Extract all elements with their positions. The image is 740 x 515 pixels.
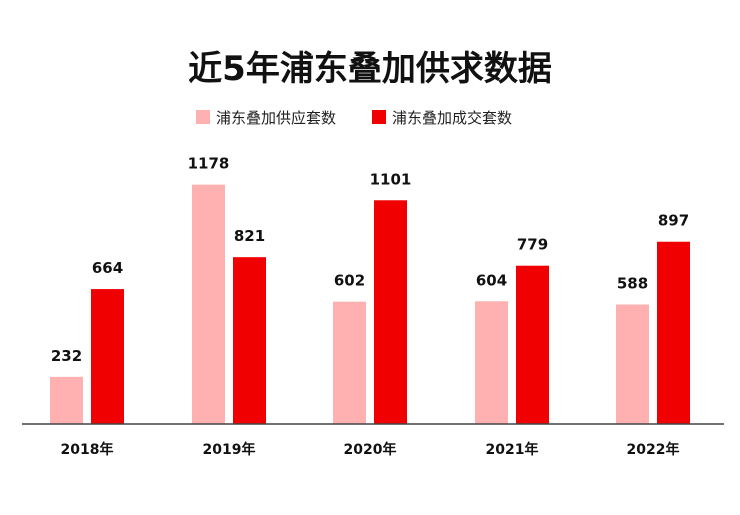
bar-deals-2018年 [91,289,124,424]
bar-deals-2021年 [516,265,549,424]
bar-supply-2022年 [616,304,649,424]
x-tick-label-2022年: 2022年 [627,441,680,458]
bar-supply-2019年 [192,184,225,424]
x-tick-label-2020年: 2020年 [344,441,397,458]
value-label-deals-2018年: 664 [92,259,123,277]
legend: 浦东叠加供应套数 浦东叠加成交套数 [196,109,512,127]
bar-deals-2022年 [657,241,690,424]
x-tick-label-2018年: 2018年 [61,441,114,458]
legend-label-deals: 浦东叠加成交套数 [392,109,512,127]
legend-label-supply: 浦东叠加供应套数 [216,109,336,127]
bar-deals-2020年 [374,200,407,424]
value-label-supply-2019年: 1178 [188,155,230,173]
x-tick-labels: 2018年 2019年 2020年 2021年 2022年 [61,441,680,458]
chart-title: 近5年浦东叠加供求数据 [188,49,552,89]
value-label-deals-2020年: 1101 [370,170,412,188]
bars [50,184,690,424]
value-label-deals-2021年: 779 [517,236,548,254]
bar-supply-2018年 [50,376,83,424]
bar-supply-2020年 [333,301,366,424]
value-label-deals-2019年: 821 [234,227,265,245]
x-tick-label-2021年: 2021年 [486,441,539,458]
legend-swatch-supply [196,110,210,124]
value-label-supply-2020年: 602 [334,272,365,290]
x-tick-label-2019年: 2019年 [203,441,256,458]
value-label-supply-2018年: 232 [51,347,82,365]
legend-swatch-deals [372,110,386,124]
value-label-supply-2021年: 604 [476,271,507,289]
value-label-deals-2022年: 897 [658,212,689,230]
value-label-supply-2022年: 588 [617,275,648,293]
value-labels: 232 664 1178 821 602 1101 604 779 588 897 [51,155,689,365]
bar-supply-2021年 [475,301,508,424]
bar-deals-2019年 [233,257,266,424]
